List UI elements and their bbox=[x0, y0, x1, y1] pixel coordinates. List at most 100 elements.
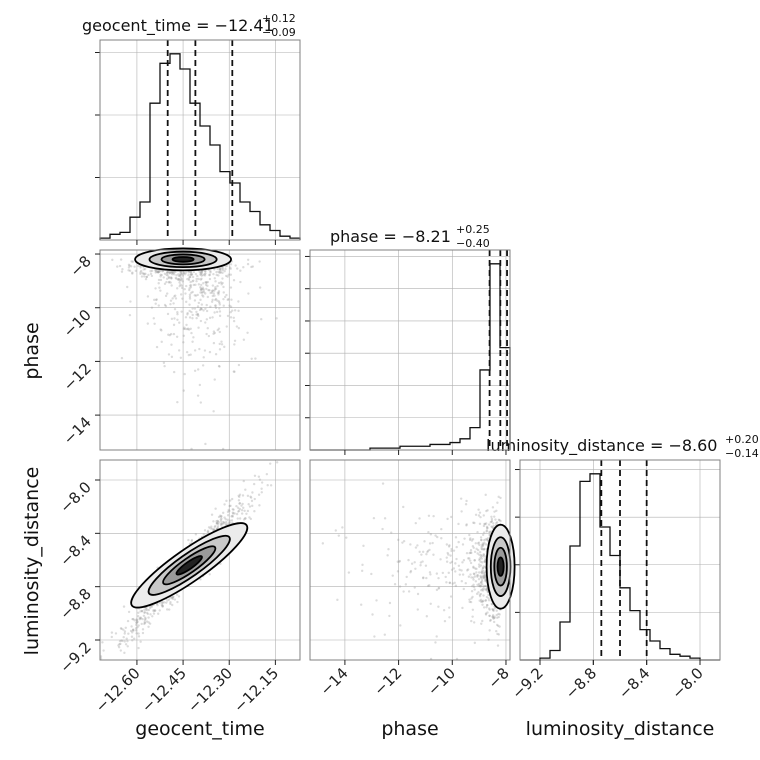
sample-point bbox=[496, 632, 499, 636]
sample-point bbox=[147, 273, 150, 277]
sample-point bbox=[168, 271, 172, 275]
sample-point bbox=[211, 284, 215, 287]
sample-point bbox=[141, 628, 145, 631]
sample-point bbox=[147, 616, 150, 619]
sample-point bbox=[222, 285, 225, 289]
sample-point bbox=[121, 268, 124, 271]
sample-point bbox=[210, 513, 214, 516]
sample-point bbox=[235, 512, 239, 516]
sample-point bbox=[246, 331, 249, 335]
sample-point bbox=[229, 305, 233, 308]
sample-point bbox=[238, 493, 242, 496]
sample-point bbox=[484, 599, 488, 602]
sample-point bbox=[215, 270, 218, 274]
sample-point bbox=[493, 615, 496, 618]
sample-point bbox=[461, 573, 465, 576]
sample-point bbox=[425, 615, 429, 618]
ytick-label-luminosity-distance: −8.8 bbox=[56, 585, 94, 623]
title-geocent-time-minus: −0.09 bbox=[262, 26, 296, 39]
sample-point bbox=[153, 298, 156, 302]
sample-point bbox=[477, 563, 481, 566]
sample-point bbox=[201, 294, 204, 297]
sample-point bbox=[482, 575, 486, 578]
sample-point bbox=[214, 306, 218, 310]
sample-point bbox=[124, 643, 128, 646]
sample-point bbox=[494, 518, 497, 521]
sample-point bbox=[191, 290, 194, 294]
sample-point bbox=[141, 631, 145, 635]
sample-point bbox=[238, 502, 241, 505]
sample-point bbox=[118, 639, 122, 643]
sample-point bbox=[217, 300, 221, 303]
sample-point bbox=[187, 271, 190, 274]
sample-point bbox=[472, 621, 476, 624]
sample-point bbox=[484, 543, 488, 546]
sample-point bbox=[217, 364, 221, 368]
sample-point bbox=[437, 605, 440, 608]
sample-point bbox=[199, 288, 203, 292]
sample-point bbox=[128, 313, 132, 317]
sample-point bbox=[196, 313, 200, 316]
sample-point bbox=[195, 280, 198, 283]
sample-point bbox=[135, 618, 139, 622]
sample-point bbox=[162, 276, 165, 279]
sample-point bbox=[477, 577, 481, 581]
sample-point bbox=[233, 339, 237, 342]
sample-point bbox=[229, 273, 233, 276]
sample-point bbox=[172, 595, 175, 598]
sample-point bbox=[132, 628, 135, 631]
sample-point bbox=[167, 333, 170, 336]
sample-point bbox=[152, 609, 155, 613]
sample-point bbox=[476, 548, 480, 552]
sample-point bbox=[470, 551, 473, 555]
sample-point bbox=[226, 514, 230, 517]
sample-point bbox=[173, 295, 176, 298]
sample-point bbox=[209, 527, 212, 530]
sample-point bbox=[479, 564, 483, 567]
sample-point bbox=[228, 304, 231, 307]
sample-point bbox=[141, 271, 144, 275]
sample-point bbox=[246, 509, 250, 513]
tick-labels: −12.60−12.45−12.30−12.15 −14 −12 −10 −8−9.2−… bbox=[56, 252, 706, 716]
sample-point bbox=[236, 267, 239, 270]
sample-point bbox=[447, 545, 451, 548]
sample-point bbox=[232, 370, 236, 373]
sample-point bbox=[195, 310, 198, 314]
sample-point bbox=[129, 265, 133, 268]
sample-point bbox=[150, 306, 154, 309]
sample-point bbox=[145, 620, 149, 623]
sample-point bbox=[493, 510, 496, 513]
sample-point bbox=[418, 550, 421, 554]
sample-point bbox=[143, 272, 146, 276]
sample-point bbox=[143, 611, 147, 614]
sample-point bbox=[118, 264, 122, 268]
sample-point bbox=[269, 462, 272, 465]
sample-point bbox=[478, 550, 482, 554]
sample-point bbox=[223, 503, 226, 506]
sample-point bbox=[489, 521, 492, 524]
sample-point bbox=[123, 640, 126, 643]
sample-point bbox=[429, 602, 432, 606]
sample-point bbox=[220, 522, 223, 525]
sample-point bbox=[217, 281, 221, 285]
sample-point bbox=[218, 271, 221, 274]
sample-point bbox=[481, 543, 485, 547]
sample-point bbox=[178, 321, 181, 324]
sample-point bbox=[482, 514, 485, 517]
sample-point bbox=[247, 503, 250, 506]
sample-point bbox=[222, 511, 225, 515]
sample-point bbox=[488, 530, 491, 534]
sample-point bbox=[230, 497, 234, 501]
sample-point bbox=[135, 618, 138, 621]
hist-panel-geocent-time bbox=[95, 39, 301, 245]
sample-point bbox=[199, 273, 202, 276]
sample-point bbox=[145, 275, 148, 279]
sample-point bbox=[179, 283, 182, 286]
sample-point bbox=[443, 619, 447, 623]
sample-point bbox=[249, 495, 252, 498]
sample-point bbox=[359, 603, 363, 606]
sample-point bbox=[452, 567, 456, 570]
sample-point bbox=[492, 609, 495, 613]
xtick-label-luminosity-distance: −8.4 bbox=[615, 664, 653, 702]
sample-point bbox=[477, 541, 481, 544]
